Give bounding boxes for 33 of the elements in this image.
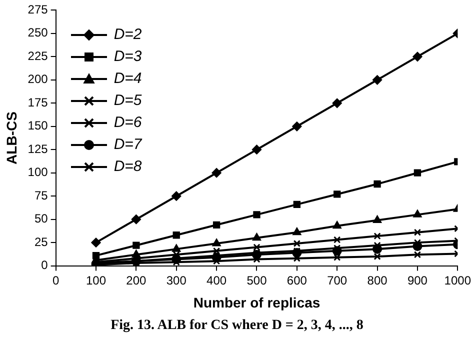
x-tick-label: 400 [206, 273, 227, 288]
legend-label: D=3 [114, 47, 142, 68]
legend-label: D=7 [114, 135, 142, 156]
x-tick-label: 1000 [444, 273, 472, 288]
x-tick-label: 800 [367, 273, 388, 288]
y-axis-title: ALB-CS [3, 112, 20, 164]
y-tick-label: 200 [28, 72, 48, 86]
x-tick-label: 500 [246, 273, 268, 288]
x-axis-title: Number of replicas [193, 294, 320, 310]
y-tick-label: 75 [34, 188, 48, 202]
y-tick-label: 250 [28, 26, 48, 40]
legend-label: D=2 [114, 25, 142, 46]
x-tick-label: 100 [86, 273, 106, 288]
y-tick-label: 0 [41, 258, 48, 272]
y-tick-label: 275 [28, 2, 48, 17]
y-tick-label: 225 [28, 48, 48, 63]
legend-label: D=8 [114, 157, 142, 178]
legend-label: D=5 [114, 91, 142, 112]
y-tick-label: 100 [28, 165, 48, 180]
y-tick-label: 50 [34, 212, 48, 226]
x-tick-label: 300 [166, 273, 187, 288]
legend-label: D=4 [114, 69, 142, 90]
x-tick-label: 0 [52, 273, 60, 288]
y-tick-label: 25 [34, 234, 48, 249]
y-tick-label: 175 [28, 95, 48, 110]
x-tick-label: 200 [126, 273, 147, 288]
y-tick-label: 150 [28, 118, 48, 133]
x-tick-label: 700 [327, 273, 348, 288]
y-tick-label: 125 [28, 142, 48, 156]
caption: Fig. 13. ALB for CS where D = 2, 3, 4, ..., 8 [110, 318, 364, 334]
legend-label: D=6 [114, 113, 142, 134]
x-tick-label: 900 [407, 273, 428, 288]
x-tick-label: 600 [286, 273, 308, 288]
